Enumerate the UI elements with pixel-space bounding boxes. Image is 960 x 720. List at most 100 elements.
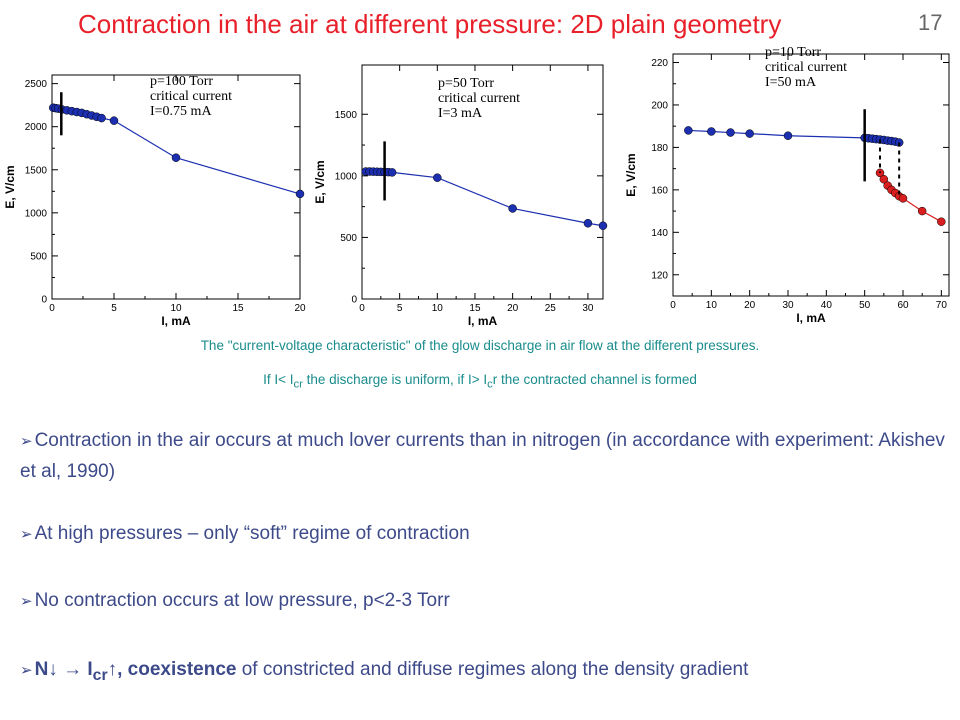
data-point-blue bbox=[109, 116, 119, 125]
bullet-4-bold-a: N↓ → I bbox=[34, 659, 93, 680]
data-point-red bbox=[879, 174, 889, 184]
bullet-4-bold-b: ↑, coexistence bbox=[107, 659, 237, 680]
annotation-line: I=0.75 mA bbox=[150, 104, 212, 119]
x-tick-label: 20 bbox=[744, 300, 756, 311]
bullet-high-pressure: ➢ At high pressures – only “soft” regime … bbox=[20, 519, 960, 550]
y-tick-label: 200 bbox=[651, 100, 668, 111]
data-point-blue bbox=[433, 173, 442, 182]
annotation-line: critical current bbox=[765, 60, 847, 75]
data-point-blue bbox=[97, 113, 106, 123]
y-axis-label: E, V/cm bbox=[3, 165, 17, 208]
series-line-blue bbox=[365, 170, 604, 227]
annotation-line: critical current bbox=[150, 89, 232, 104]
y-tick-label: 500 bbox=[340, 233, 357, 244]
caption2-part-b: the discharge is uniform, if I> I bbox=[302, 372, 488, 387]
data-point-blue bbox=[295, 189, 305, 199]
caption2-sub-cr: cr bbox=[293, 378, 303, 391]
y-tick-label: 180 bbox=[651, 143, 668, 154]
chart-p50: 0 5 10 15 20 25 30 0 500 1000 1500 I, mA E, V/cm p=50… bbox=[310, 55, 620, 335]
x-tick-label: 15 bbox=[469, 303, 481, 314]
chart-p10: 0 10 20 30 40 50 60 70 120 140 160 180 200 220 I, mA E,… bbox=[605, 40, 960, 335]
data-point-red bbox=[898, 194, 908, 203]
y-tick-label: 1000 bbox=[335, 171, 358, 182]
annotation-line: I=50 mA bbox=[765, 75, 817, 90]
slide-title: Contraction in the air at different pres… bbox=[78, 9, 782, 39]
x-tick-label: 20 bbox=[294, 303, 306, 314]
annotation-line: p=50 Torr bbox=[438, 76, 494, 91]
annotation-line: p=100 Torr bbox=[150, 74, 213, 89]
x-axis-label: I, mA bbox=[796, 311, 826, 325]
y-tick-label: 140 bbox=[651, 228, 668, 239]
x-tick-label: 10 bbox=[432, 303, 444, 314]
data-point-blue bbox=[598, 221, 608, 230]
y-tick-label: 160 bbox=[651, 185, 668, 196]
chart-p100: 0 5 10 15 20 0 500 1000 1500 2000 2500 I, mA E, V/cm… bbox=[0, 55, 320, 335]
data-point-blue bbox=[745, 129, 754, 138]
bullet-4-sub: cr bbox=[92, 666, 108, 684]
plot-frame bbox=[361, 64, 604, 300]
plot-frame bbox=[672, 53, 950, 297]
chart-p50-svg: 0 5 10 15 20 25 30 0 500 1000 1500 I, mA E, V/cm p=50… bbox=[313, 64, 608, 328]
x-tick-label: 15 bbox=[232, 303, 244, 314]
y-tick-label: 1500 bbox=[25, 165, 48, 176]
x-tick-label: 50 bbox=[859, 300, 871, 311]
x-tick-label: 60 bbox=[897, 300, 909, 311]
y-tick-label: 0 bbox=[41, 295, 47, 306]
x-tick-label: 40 bbox=[821, 300, 833, 311]
data-point-blue bbox=[583, 219, 593, 228]
y-tick-label: 220 bbox=[651, 58, 668, 69]
arrow-bullet-icon: ➢ bbox=[20, 433, 33, 450]
x-axis-label: I, mA bbox=[161, 314, 191, 328]
y-tick-label: 2500 bbox=[25, 79, 48, 90]
x-axis-label: I, mA bbox=[468, 314, 498, 328]
data-point-red bbox=[917, 206, 927, 216]
y-tick-label: 500 bbox=[30, 251, 47, 262]
annotation-line: I=3 mA bbox=[438, 106, 483, 121]
caption2-sub-c: c bbox=[487, 378, 493, 391]
caption-critical-current: If I< Icr the discharge is uniform, if I… bbox=[0, 372, 960, 391]
data-point-red bbox=[937, 217, 946, 226]
caption-iv-characteristic: The "current-voltage characteristic" of … bbox=[200, 338, 760, 353]
x-tick-label: 5 bbox=[397, 303, 403, 314]
data-point-blue bbox=[171, 153, 181, 162]
x-tick-label: 0 bbox=[670, 300, 676, 311]
x-tick-label: 70 bbox=[936, 300, 948, 311]
series-line-blue bbox=[53, 107, 301, 195]
y-axis-label: E, V/cm bbox=[624, 153, 638, 196]
bullet-low-pressure: ➢ No contraction occurs at low pressure, … bbox=[20, 586, 960, 617]
x-tick-label: 10 bbox=[170, 303, 182, 314]
y-tick-label: 1000 bbox=[25, 208, 48, 219]
x-tick-label: 0 bbox=[359, 303, 365, 314]
arrow-bullet-icon: ➢ bbox=[20, 593, 33, 610]
arrow-bullet-icon: ➢ bbox=[20, 662, 33, 679]
y-tick-label: 120 bbox=[651, 270, 668, 281]
annotation-line: p=10 Torr bbox=[765, 45, 821, 60]
y-tick-label: 0 bbox=[351, 295, 357, 306]
bullet-4-text: of constricted and diffuse regimes along… bbox=[236, 659, 749, 680]
chart-p10-svg: 0 10 20 30 40 50 60 70 120 140 160 180 200 220 I, mA E,… bbox=[624, 45, 950, 325]
chart-p100-svg: 0 5 10 15 20 0 500 1000 1500 2000 2500 I, mA E, V/cm… bbox=[3, 74, 306, 328]
bullet-3-text: No contraction occurs at low pressure, p… bbox=[34, 590, 450, 611]
data-point-blue bbox=[684, 126, 693, 135]
x-tick-label: 10 bbox=[706, 300, 718, 311]
data-point-blue bbox=[707, 127, 716, 136]
data-point-blue bbox=[508, 204, 517, 213]
series-line-red bbox=[879, 172, 942, 223]
x-tick-label: 30 bbox=[782, 300, 794, 311]
data-point-blue bbox=[783, 131, 793, 140]
data-point-blue bbox=[387, 168, 397, 177]
caption2-part-c: r the contracted channel is formed bbox=[492, 372, 697, 387]
x-tick-label: 20 bbox=[507, 303, 519, 314]
x-tick-label: 5 bbox=[111, 303, 117, 314]
bullet-2-text: At high pressures – only “soft” regime o… bbox=[34, 523, 470, 544]
y-tick-label: 2000 bbox=[25, 122, 48, 133]
bullet-density-gradient: ➢ N↓ → Icr↑, coexistence of constricted a… bbox=[20, 655, 960, 691]
x-tick-label: 25 bbox=[545, 303, 557, 314]
slide-number: 17 bbox=[918, 10, 943, 35]
bullet-1-text: Contraction in the air occurs at much lo… bbox=[20, 430, 945, 482]
caption2-part-a: If I< I bbox=[263, 372, 294, 387]
x-tick-label: 0 bbox=[49, 303, 55, 314]
arrow-bullet-icon: ➢ bbox=[20, 526, 33, 543]
x-tick-label: 30 bbox=[582, 303, 594, 314]
bullet-contraction-air: ➢ Contraction in the air occurs at much l… bbox=[20, 426, 960, 487]
